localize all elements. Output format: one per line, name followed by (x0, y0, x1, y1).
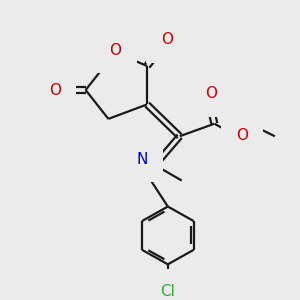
Text: O: O (206, 86, 218, 101)
Text: O: O (109, 43, 121, 58)
Text: O: O (49, 82, 61, 98)
Text: H: H (122, 152, 132, 165)
Text: N: N (136, 152, 148, 167)
Text: Cl: Cl (160, 284, 175, 299)
Text: O: O (236, 128, 248, 143)
Text: O: O (161, 32, 173, 47)
